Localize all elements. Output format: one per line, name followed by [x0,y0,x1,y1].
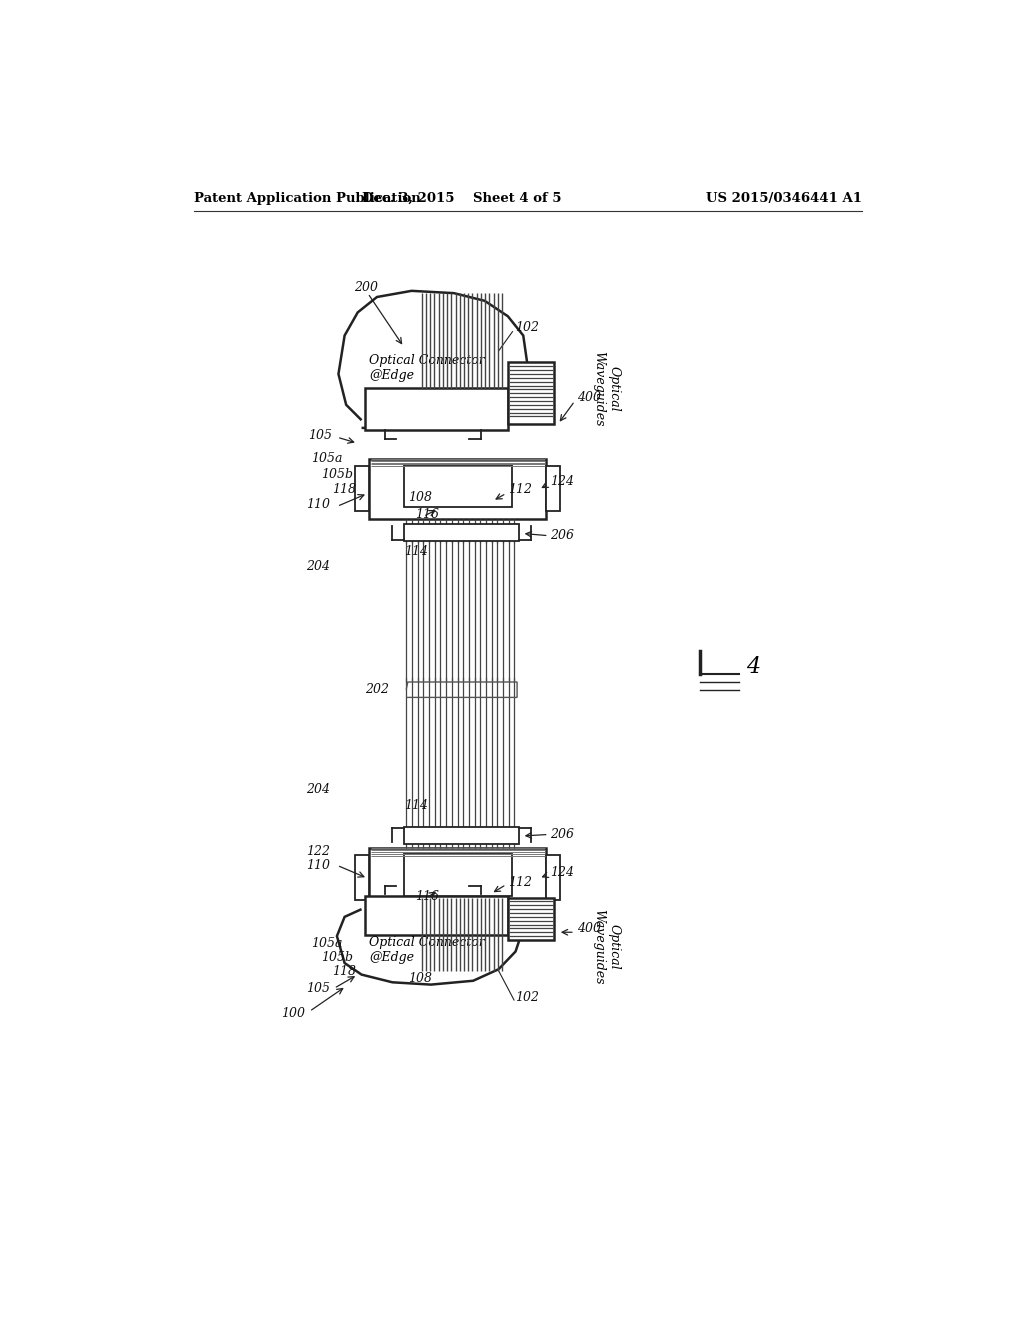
Bar [508,363,554,424]
Text: 202: 202 [366,684,389,696]
Text: 206: 206 [550,828,574,841]
Text: 114: 114 [403,545,428,557]
Text: 105: 105 [307,429,332,442]
Bar [403,465,512,507]
Bar [403,524,519,541]
Text: 110: 110 [306,499,330,511]
Text: 114: 114 [403,799,428,812]
Bar [547,855,560,900]
Bar [366,896,508,935]
Bar [370,847,547,908]
Text: 112: 112 [508,875,531,888]
Polygon shape [339,290,527,428]
Polygon shape [337,896,524,985]
Text: Optical Connector
@Edge: Optical Connector @Edge [370,936,485,964]
Text: 105b: 105b [322,467,353,480]
Bar [355,466,370,511]
Text: Dec. 3, 2015    Sheet 4 of 5: Dec. 3, 2015 Sheet 4 of 5 [361,191,561,205]
Text: Patent Application Publication: Patent Application Publication [194,191,421,205]
Text: US 2015/0346441 A1: US 2015/0346441 A1 [707,191,862,205]
Text: 105a: 105a [311,453,343,465]
Text: 400: 400 [578,921,601,935]
Bar [403,854,512,896]
Text: 116: 116 [445,873,470,886]
Text: 102: 102 [515,321,540,334]
Text: 116: 116 [445,483,470,496]
Text: 124: 124 [550,866,574,879]
Text: 108: 108 [408,491,432,504]
Bar [366,388,508,430]
Text: 105a: 105a [311,937,343,950]
Text: 4: 4 [746,656,761,677]
Bar [370,459,547,519]
Text: 118: 118 [333,483,356,496]
Bar [355,855,370,900]
Text: 206: 206 [550,529,574,543]
Text: 204: 204 [306,783,330,796]
Text: 112: 112 [508,483,531,496]
Text: 110: 110 [306,859,330,871]
Text: Optical Connector
@Edge: Optical Connector @Edge [370,354,485,381]
Text: 102: 102 [515,991,540,1005]
Text: 105: 105 [306,982,330,995]
Text: 118: 118 [333,965,356,978]
Text: 116: 116 [416,508,439,520]
Text: 105b: 105b [322,952,353,964]
Text: Optical
Waveguides: Optical Waveguides [593,351,621,426]
Bar [547,466,560,511]
Text: 400: 400 [578,391,601,404]
Text: 204: 204 [306,560,330,573]
Text: 100: 100 [281,1007,305,1019]
Text: 124: 124 [550,475,574,488]
Bar [508,898,554,940]
Bar [403,826,519,843]
Text: 108: 108 [408,972,432,985]
Text: 116: 116 [416,890,439,903]
Text: 122: 122 [306,845,330,858]
Text: Optical
Waveguides: Optical Waveguides [593,909,621,985]
Text: 200: 200 [354,281,378,294]
